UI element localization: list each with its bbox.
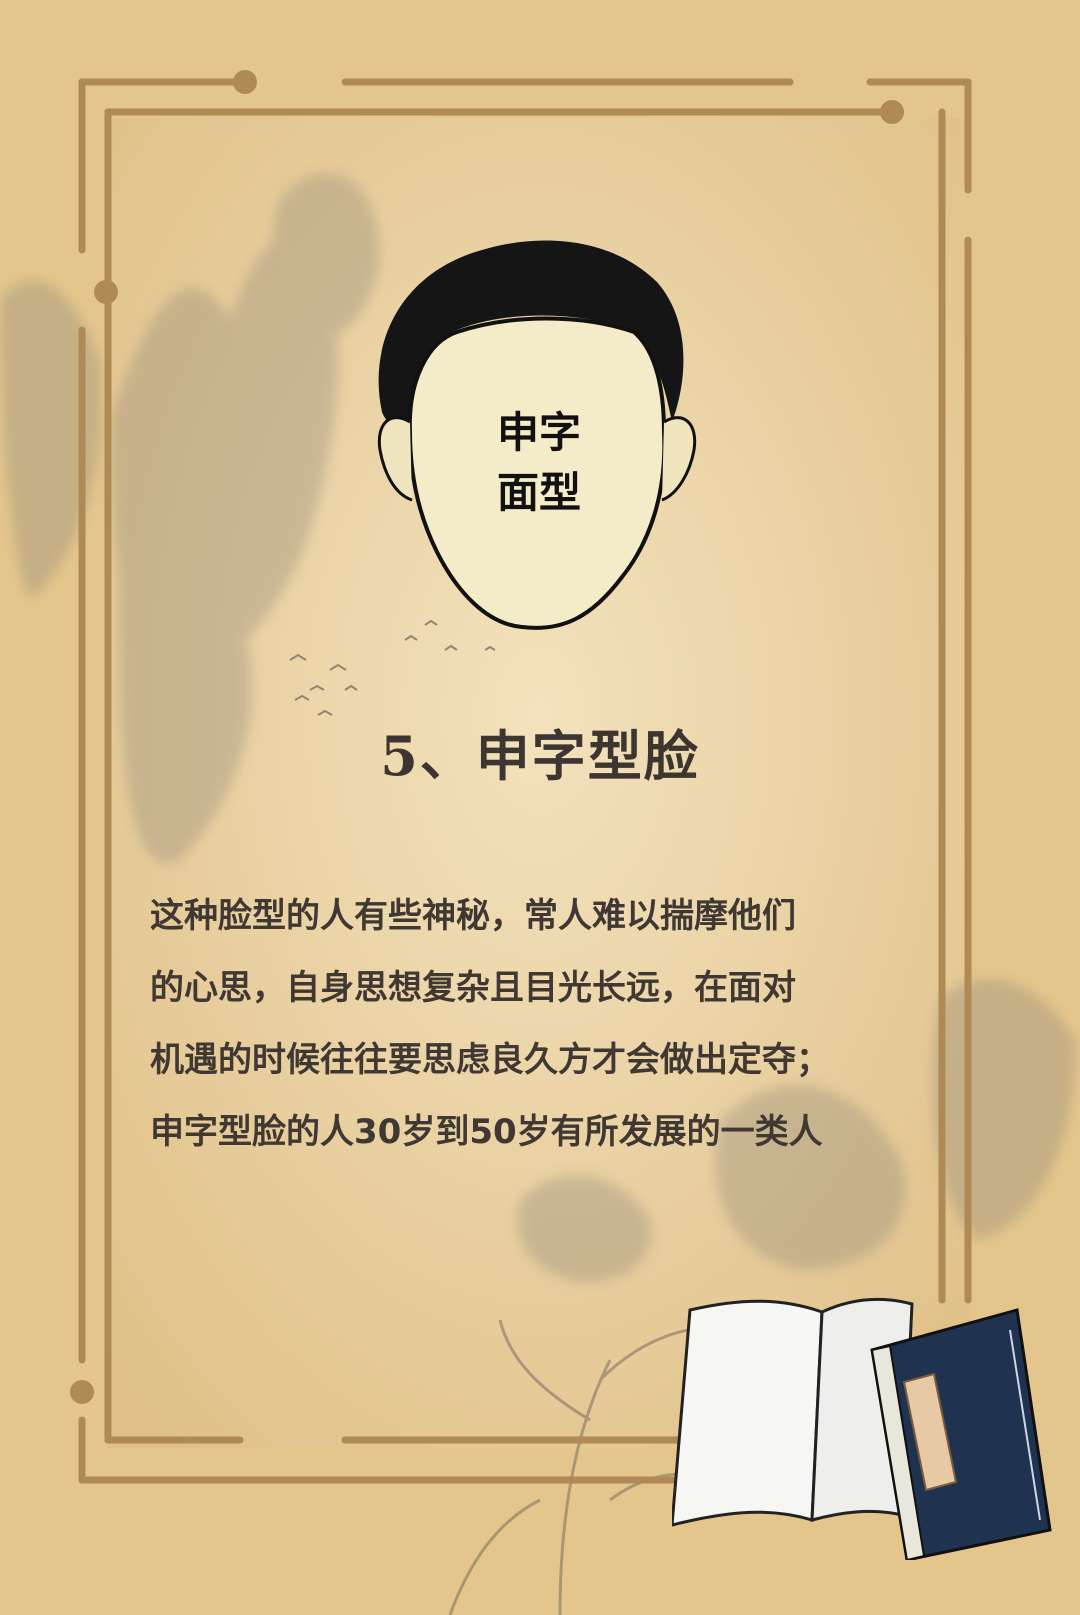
description-line-2: 的心思，自身思想复杂且目光长远，在面对 xyxy=(150,968,796,1008)
description-line-3: 机遇的时候往往要思虑良久方才会做出定夺； xyxy=(150,1040,830,1080)
description-line-1: 这种脸型的人有些神秘，常人难以揣摩他们 xyxy=(150,896,796,936)
face-label-line1: 申字 xyxy=(496,408,581,457)
page-title: 5、申字型脸 xyxy=(380,724,700,788)
face-illustration: 申字 面型 xyxy=(372,232,706,656)
description: 这种脸型的人有些神秘，常人难以揣摩他们 的心思，自身思想复杂且目光长远，在面对 … xyxy=(150,880,930,1168)
face-outline-icon xyxy=(377,240,697,630)
face-label-line2: 面型 xyxy=(496,468,581,517)
description-line-4: 申字型脸的人30岁到50岁有所发展的一类人 xyxy=(150,1112,823,1152)
book-icon xyxy=(672,1297,1052,1560)
ink-landscape-icon xyxy=(0,173,380,864)
